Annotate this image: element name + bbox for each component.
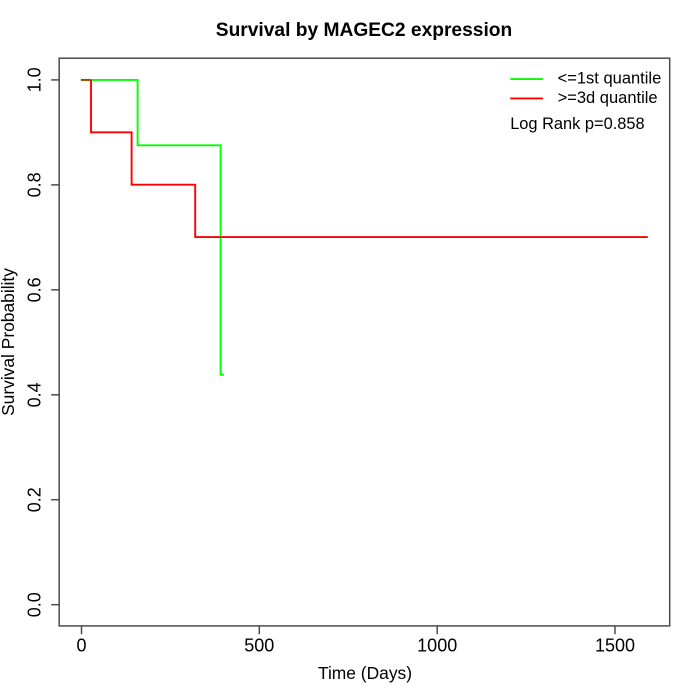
svg-text:Survival Probability: Survival Probability — [0, 268, 18, 416]
svg-text:Log Rank p=0.858: Log Rank p=0.858 — [510, 115, 644, 133]
svg-text:1.0: 1.0 — [25, 67, 45, 92]
svg-text:500: 500 — [244, 636, 274, 656]
svg-text:Survival by MAGEC2 expression: Survival by MAGEC2 expression — [216, 20, 512, 41]
svg-text:Time (Days): Time (Days) — [318, 663, 412, 683]
svg-text:>=3d quantile: >=3d quantile — [558, 89, 658, 107]
svg-text:<=1st quantile: <=1st quantile — [558, 70, 662, 88]
svg-text:0: 0 — [76, 636, 86, 656]
svg-text:0.2: 0.2 — [25, 487, 45, 512]
svg-text:1000: 1000 — [417, 636, 457, 656]
svg-text:1500: 1500 — [595, 636, 635, 656]
svg-text:0.0: 0.0 — [25, 592, 45, 617]
svg-text:0.6: 0.6 — [25, 277, 45, 302]
svg-text:0.8: 0.8 — [25, 172, 45, 197]
svg-text:0.4: 0.4 — [25, 382, 45, 407]
